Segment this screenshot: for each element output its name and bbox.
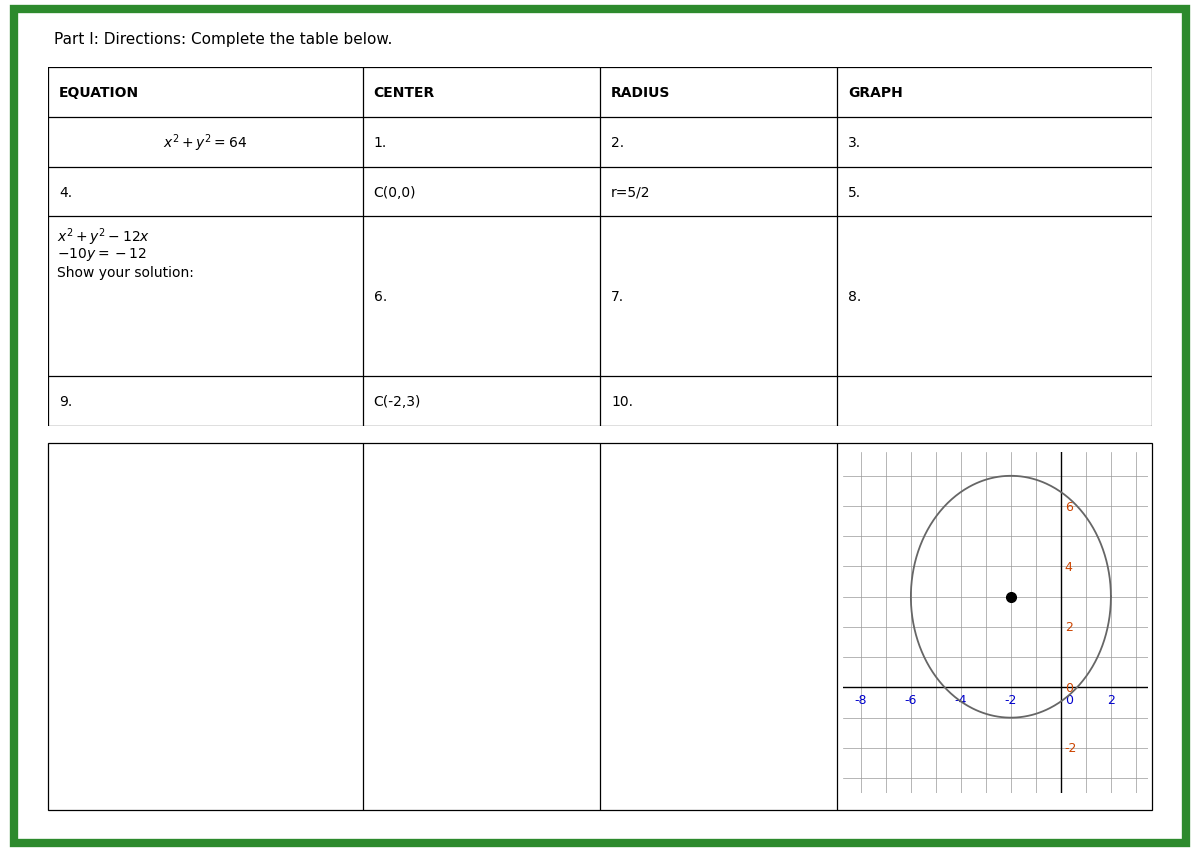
Text: -2: -2 [1004, 693, 1018, 706]
Text: -8: -8 [854, 693, 868, 706]
Text: -2: -2 [1064, 741, 1078, 755]
Text: $- 10y = -12$: $- 10y = -12$ [56, 246, 146, 263]
Text: Show your solution:: Show your solution: [56, 265, 193, 280]
Text: -6: -6 [905, 693, 917, 706]
Text: 10.: 10. [611, 395, 634, 409]
Text: $x^2 + y^2 - 12x$: $x^2 + y^2 - 12x$ [56, 226, 150, 247]
Text: 8.: 8. [848, 290, 862, 304]
Text: 9.: 9. [59, 395, 72, 409]
Text: CENTER: CENTER [373, 86, 434, 100]
Text: 0: 0 [1064, 681, 1073, 694]
Text: 2: 2 [1064, 621, 1073, 634]
Text: 1.: 1. [373, 136, 386, 149]
Text: EQUATION: EQUATION [59, 86, 139, 100]
Text: -4: -4 [955, 693, 967, 706]
Text: 4.: 4. [59, 185, 72, 200]
Text: $x^2 + y^2 = 64$: $x^2 + y^2 = 64$ [163, 132, 247, 154]
Text: 6: 6 [1064, 500, 1073, 513]
Text: r=5/2: r=5/2 [611, 185, 650, 200]
Text: 6.: 6. [373, 290, 386, 304]
Text: Part I: Directions: Complete the table below.: Part I: Directions: Complete the table b… [54, 32, 392, 48]
Text: C(0,0): C(0,0) [373, 185, 416, 200]
Text: 3.: 3. [848, 136, 862, 149]
Text: GRAPH: GRAPH [848, 86, 904, 100]
Text: RADIUS: RADIUS [611, 86, 671, 100]
Text: 4: 4 [1064, 560, 1073, 573]
Text: 2: 2 [1106, 693, 1115, 706]
Text: 7.: 7. [611, 290, 624, 304]
Text: 5.: 5. [848, 185, 862, 200]
Text: 0: 0 [1064, 693, 1073, 706]
Text: 2.: 2. [611, 136, 624, 149]
Text: C(-2,3): C(-2,3) [373, 395, 421, 409]
